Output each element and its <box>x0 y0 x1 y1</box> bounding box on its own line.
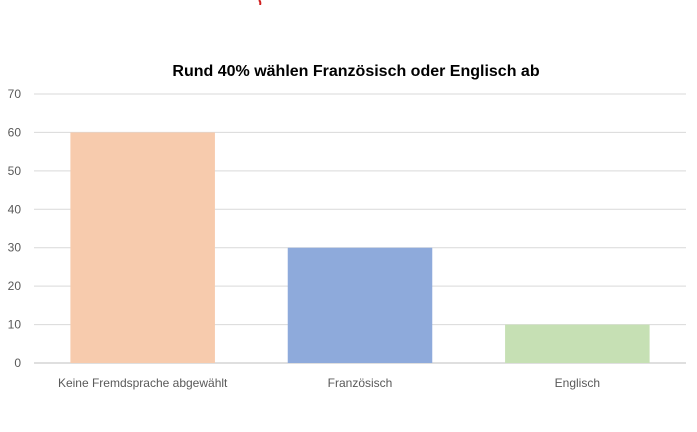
y-tick-label: 60 <box>8 125 22 139</box>
y-tick-label: 20 <box>8 279 22 293</box>
x-tick-label: Englisch <box>555 376 600 390</box>
chart-title: Rund 40% wählen Französisch oder Englisc… <box>172 63 539 80</box>
y-tick-label: 40 <box>8 202 22 216</box>
y-axis-ticks: 0 10 20 30 40 50 60 70 <box>8 87 22 370</box>
bar <box>70 132 215 363</box>
red-mark <box>258 0 262 5</box>
y-tick-label: 10 <box>8 318 22 332</box>
x-tick-label: Keine Fremdsprache abgewählt <box>58 376 228 390</box>
bar <box>505 324 650 363</box>
bar <box>287 247 433 363</box>
x-axis-labels: Keine Fremdsprache abgewählt Französisch E… <box>58 376 600 390</box>
bars <box>70 132 650 363</box>
y-tick-label: 70 <box>8 87 22 101</box>
y-tick-label: 0 <box>14 356 21 370</box>
y-tick-label: 30 <box>8 241 22 255</box>
y-tick-label: 50 <box>8 164 22 178</box>
x-tick-label: Französisch <box>328 376 393 390</box>
